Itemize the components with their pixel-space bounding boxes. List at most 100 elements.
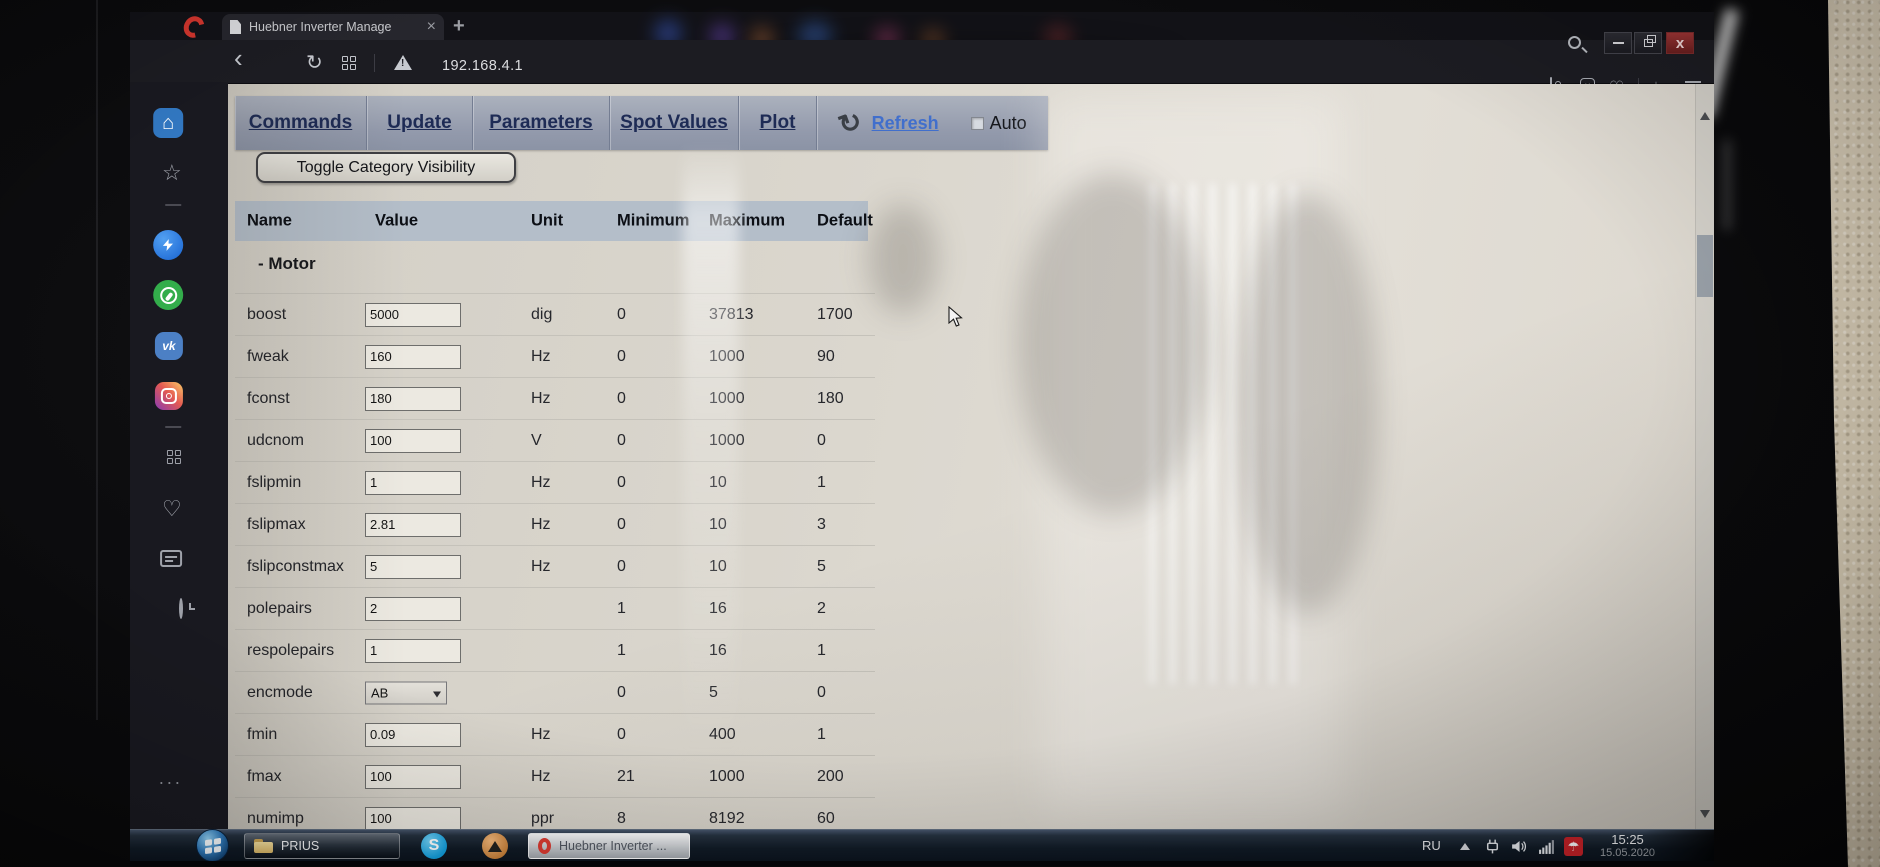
param-minimum: 0: [617, 683, 626, 701]
param-maximum: 37813: [709, 305, 754, 323]
tray-time: 15:25: [1611, 832, 1644, 847]
page-navigation-bar: Commands Update Parameters Spot Values Plot …: [235, 96, 1048, 150]
clock-tray[interactable]: 15:25 15.05.2020: [1600, 832, 1655, 859]
personal-news-icon[interactable]: [160, 550, 183, 567]
auto-checkbox[interactable]: [970, 116, 984, 130]
back-button-icon[interactable]: ‹: [234, 43, 243, 73]
power-plug-icon[interactable]: [1484, 838, 1501, 855]
param-maximum: 10: [709, 473, 727, 491]
header-unit: Unit: [531, 211, 564, 230]
divider: [374, 54, 375, 72]
refresh-section: ↻ Refresh Auto: [817, 96, 1048, 150]
reflection-silhouette: [868, 204, 938, 314]
param-name: boost: [247, 305, 287, 323]
param-value-select[interactable]: AB: [365, 681, 447, 704]
new-tab-button[interactable]: +: [453, 15, 465, 37]
window-minimize-button[interactable]: [1604, 32, 1632, 54]
show-hidden-icons-caret[interactable]: [1460, 843, 1470, 850]
workspaces-star-icon[interactable]: ☆: [162, 160, 182, 185]
browser-tab[interactable]: Huebner Inverter Manage ×: [222, 14, 444, 40]
param-value-input[interactable]: [365, 554, 461, 579]
param-name: fmax: [247, 767, 282, 785]
whatsapp-icon[interactable]: [153, 280, 184, 310]
param-default: 180: [817, 389, 844, 407]
tabs-grid-icon[interactable]: [166, 450, 181, 464]
taskbar-window-opera[interactable]: Huebner Inverter ...: [528, 833, 690, 859]
messenger-icon[interactable]: [153, 230, 184, 260]
not-secure-warning-icon[interactable]: !: [394, 55, 412, 70]
instagram-icon[interactable]: [154, 382, 183, 410]
sidebar-divider: [165, 204, 182, 206]
param-value-input[interactable]: [365, 428, 461, 453]
param-row-encmode: encmode AB 0 5 0: [235, 671, 875, 713]
param-value-input[interactable]: [365, 596, 461, 621]
skype-icon[interactable]: S: [421, 833, 447, 859]
monitor-screen: Huebner Inverter Manage × + ‹ ↻ ! 192.16…: [130, 12, 1714, 866]
refresh-arrows-icon[interactable]: ↻: [834, 104, 866, 141]
param-value-input[interactable]: [365, 386, 461, 411]
nav-tab-update[interactable]: Update: [367, 96, 473, 150]
table-header-row: Name Value Unit Minimum Maximum Default: [235, 201, 873, 241]
param-value-input[interactable]: [365, 638, 461, 663]
param-unit: Hz: [531, 347, 551, 365]
param-default: 5: [817, 557, 826, 575]
window-restore-button[interactable]: [1634, 32, 1662, 54]
speed-dial-tiles-icon[interactable]: [342, 56, 356, 70]
window-close-button[interactable]: x: [1666, 32, 1694, 54]
nav-tabs: Commands Update Parameters Spot Values Plot: [235, 96, 817, 150]
nav-tab-parameters[interactable]: Parameters: [473, 96, 610, 150]
param-value-input[interactable]: [365, 764, 461, 789]
screen-bottom-edge: [130, 861, 1714, 866]
browser-address-bar: [130, 40, 1714, 84]
volume-speaker-icon[interactable]: [1510, 838, 1527, 855]
scroll-up-arrow[interactable]: [1700, 112, 1710, 120]
param-default: 3: [817, 515, 826, 533]
nav-tab-label: Parameters: [489, 112, 593, 133]
param-value-input[interactable]: [365, 344, 461, 369]
tab-close-icon[interactable]: ×: [426, 18, 436, 35]
history-clock-icon[interactable]: [179, 598, 195, 619]
avira-antivirus-icon[interactable]: ☂: [1564, 837, 1583, 856]
reload-button-icon[interactable]: ↻: [306, 52, 323, 74]
param-default: 1: [817, 473, 826, 491]
scroll-down-arrow[interactable]: [1700, 810, 1710, 818]
speed-dial-home-icon[interactable]: ⌂: [153, 108, 184, 138]
start-button[interactable]: [196, 829, 229, 862]
param-row-udcnom: udcnom V 0 1000 0: [235, 419, 875, 461]
bookmarks-heart-icon[interactable]: ♡: [162, 496, 182, 521]
param-value-input[interactable]: [365, 302, 461, 327]
param-unit: dig: [531, 305, 553, 323]
param-name: fmin: [247, 725, 278, 743]
tab-title: Huebner Inverter Manage: [249, 20, 392, 34]
language-indicator[interactable]: RU: [1422, 838, 1441, 853]
triangle-glyph: [488, 840, 502, 852]
taskbar-window-prius[interactable]: PRIUS: [244, 833, 400, 859]
param-minimum: 0: [617, 389, 626, 407]
param-value-input[interactable]: [365, 470, 461, 495]
toggle-category-visibility-button[interactable]: Toggle Category Visibility: [256, 152, 516, 183]
vk-icon[interactable]: vk: [154, 332, 183, 360]
network-signal-icon[interactable]: [1538, 838, 1555, 855]
param-maximum: 8192: [709, 809, 745, 827]
nav-tab-commands[interactable]: Commands: [235, 96, 367, 150]
taskbar-window-label: Huebner Inverter ...: [559, 839, 667, 853]
nav-tab-spot-values[interactable]: Spot Values: [610, 96, 739, 150]
param-minimum: 1: [617, 599, 626, 617]
param-row-fslipconstmax: fslipconstmax Hz 0 10 5: [235, 545, 875, 587]
param-value-input[interactable]: [365, 806, 461, 829]
sidebar-more-icon[interactable]: ···: [158, 772, 183, 792]
scrollbar-thumb[interactable]: [1697, 235, 1713, 297]
nav-tab-plot[interactable]: Plot: [739, 96, 817, 150]
param-value-input[interactable]: [365, 722, 461, 747]
param-maximum: 16: [709, 599, 727, 617]
url-text[interactable]: 192.168.4.1: [442, 58, 523, 74]
param-value-input[interactable]: [365, 512, 461, 537]
search-icon[interactable]: [1568, 36, 1588, 54]
reflection-silhouette: [1018, 174, 1208, 514]
param-minimum: 21: [617, 767, 635, 785]
refresh-link[interactable]: Refresh: [871, 112, 939, 133]
triangle-app-icon[interactable]: [482, 833, 508, 859]
category-row-motor[interactable]: - Motor: [258, 254, 316, 273]
vertical-scrollbar[interactable]: [1695, 84, 1714, 829]
